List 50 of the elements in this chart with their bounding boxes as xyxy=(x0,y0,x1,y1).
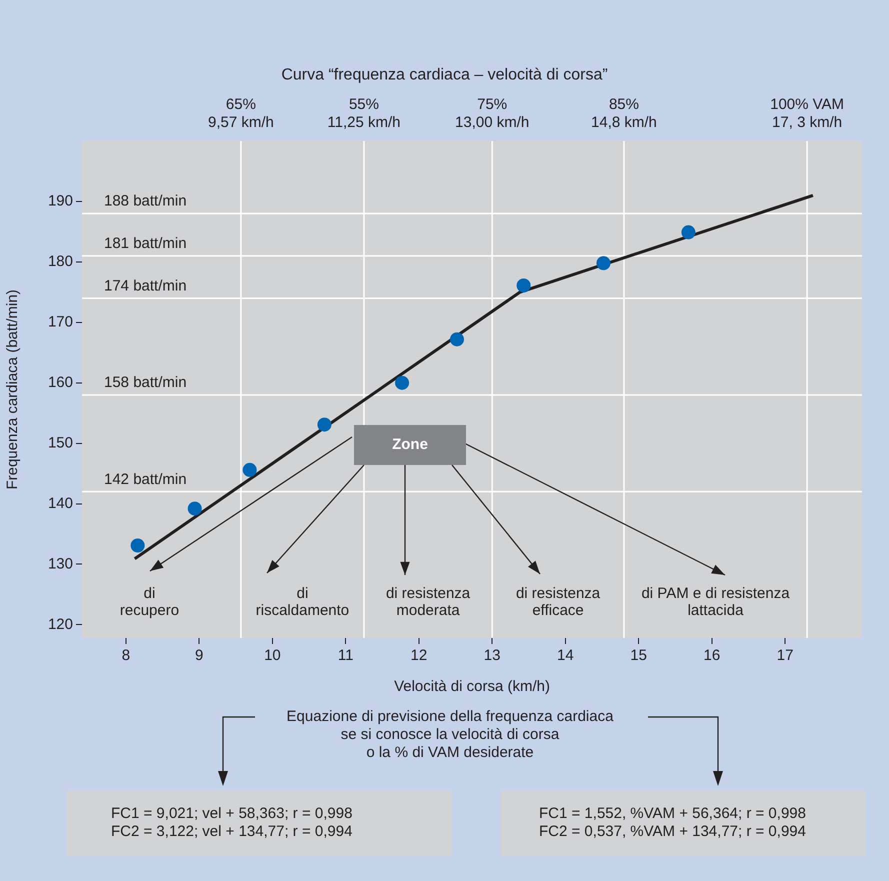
x-tick-label: 14 xyxy=(557,647,574,664)
y-tick-label: 150 xyxy=(48,434,73,452)
ref-line-label: 85% 14,8 km/h xyxy=(591,96,657,132)
point xyxy=(395,376,410,390)
annotation: di PAM e di resistenza lattacida xyxy=(641,585,790,620)
x-tick-label: 9 xyxy=(195,647,204,664)
x-tick-label: 17 xyxy=(776,647,794,664)
annotation: di resistenza moderata xyxy=(386,585,471,620)
ref-line-label: 65% 9,57 km/h xyxy=(208,96,274,132)
x-tick-label: 12 xyxy=(410,647,428,664)
x-tick-label: 13 xyxy=(484,647,500,664)
y-tick-label: 160 xyxy=(48,374,73,391)
point xyxy=(242,462,257,477)
chart-title: Curva “frequenza cardiaca – velocità di corsa” xyxy=(281,66,608,84)
point xyxy=(596,256,610,270)
ref-line-label: 174 batt/min xyxy=(104,277,187,294)
zone-box: Zone xyxy=(354,425,466,465)
y-tick-label: 190 xyxy=(48,192,73,210)
y-tick-label: 170 xyxy=(48,314,73,331)
point xyxy=(188,502,202,516)
text: FC1 = 9,021; vel + 58,363; r = 0,998 FC2 = 3,122; vel + 134,77; r = 0,994 xyxy=(111,805,354,841)
x-tick-label: 16 xyxy=(704,647,720,664)
x-tick-label: 8 xyxy=(122,647,130,664)
point xyxy=(317,418,332,432)
x-tick-label: 10 xyxy=(264,647,281,664)
x-tick-label: 11 xyxy=(338,647,354,664)
ref-line-label: 181 batt/min xyxy=(104,235,187,252)
point xyxy=(130,538,145,552)
text: Equazione di previsione della frequenza cardiaca se si conosce la velocità di corsa o la % di VAM desiderate xyxy=(286,708,614,762)
point xyxy=(516,278,531,293)
ref-line-label: 55% 11,25 km/h xyxy=(327,96,401,132)
y-tick-label: 130 xyxy=(48,555,73,572)
ref-line-label: 188 batt/min xyxy=(104,192,187,210)
ref-line-label: 158 batt/min xyxy=(104,374,187,392)
y-axis-title: Frequenza cardiaca (batt/min) xyxy=(4,289,22,490)
annotation: di resistenza efficace xyxy=(516,585,601,620)
ref-line-label: 75% 13,00 km/h xyxy=(455,96,530,132)
x-tick-label: 15 xyxy=(630,647,647,664)
x-axis-title: Velocità di corsa (km/h) xyxy=(394,678,550,696)
y-tick-label: 140 xyxy=(48,494,73,512)
annotation: Zone xyxy=(392,436,428,454)
y-tick-label: 180 xyxy=(48,253,73,270)
ref-line-label: 100% VAM 17, 3 km/h xyxy=(770,96,844,132)
point xyxy=(681,225,696,240)
point xyxy=(450,332,464,346)
text: FC1 = 1,552, %VAM + 56,364; r = 0,998 FC2 = 0,537, %VAM + 134,77; r = 0,994 xyxy=(539,805,807,841)
ref-line-label: 142 batt/min xyxy=(104,470,187,488)
y-tick-label: 120 xyxy=(48,616,73,633)
annotation: di riscaldamento xyxy=(256,585,350,620)
annotation: di recupero xyxy=(120,585,180,620)
